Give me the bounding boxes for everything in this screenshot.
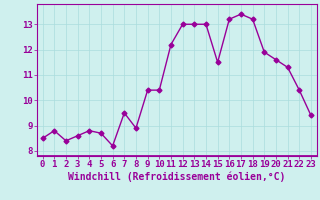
X-axis label: Windchill (Refroidissement éolien,°C): Windchill (Refroidissement éolien,°C) — [68, 172, 285, 182]
